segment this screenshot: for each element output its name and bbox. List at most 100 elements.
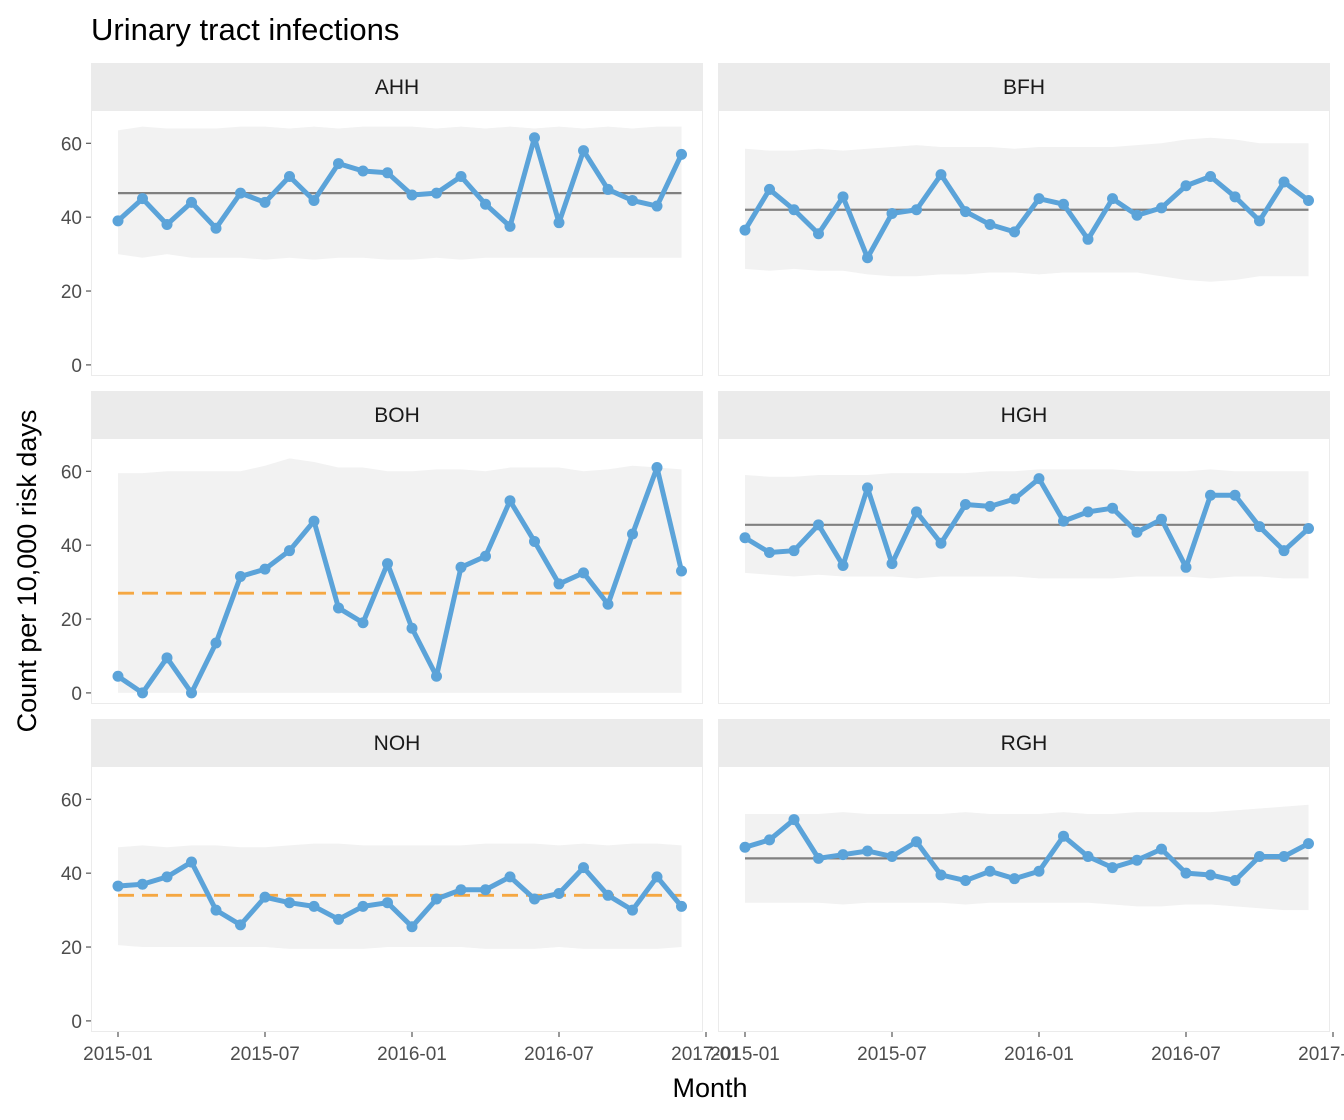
- panel-rgh: RGH 2015-01 2015-07 2016-01 2016-07 2017-01: [710, 719, 1344, 1065]
- data-point: [357, 165, 369, 177]
- data-point: [1205, 171, 1216, 182]
- facet-label: BFH: [1003, 76, 1045, 99]
- facet-strip: [718, 719, 1330, 766]
- facet-label: RGH: [1001, 732, 1048, 755]
- data-point: [406, 189, 418, 201]
- data-point: [578, 145, 589, 157]
- x-tick-label: 2015-01: [83, 1044, 153, 1065]
- x-tick-label: 2016-07: [1151, 1044, 1221, 1065]
- data-point: [1180, 561, 1192, 573]
- data-point: [431, 893, 442, 905]
- facet-strip: [91, 719, 703, 766]
- data-point: [480, 198, 491, 210]
- data-point: [235, 919, 246, 931]
- x-tick-label: 2017-01: [671, 1044, 741, 1065]
- data-point: [602, 889, 614, 901]
- data-point: [480, 550, 491, 562]
- data-point: [259, 196, 271, 208]
- data-point: [112, 880, 124, 892]
- y-tick-label: 20: [61, 610, 82, 631]
- panels: AHH 0 20 40 60 BFH BOH 0 20 40 60 HGH NOH 0 20 40 60 2015…: [61, 63, 1344, 1065]
- data-point: [284, 897, 295, 909]
- control-limits-band: [118, 843, 682, 949]
- y-tick-label: 40: [61, 536, 82, 557]
- data-point: [1058, 515, 1069, 527]
- data-point: [1082, 233, 1094, 245]
- x-tick-label: 2016-07: [524, 1044, 594, 1065]
- data-point: [406, 622, 418, 634]
- data-point: [1156, 202, 1167, 214]
- data-point: [1009, 873, 1020, 885]
- y-tick-label: 0: [71, 356, 82, 377]
- data-point: [788, 545, 800, 557]
- data-point: [1009, 226, 1020, 238]
- panel-border: [91, 110, 703, 376]
- data-point: [1156, 843, 1167, 855]
- data-point: [651, 200, 663, 212]
- data-point: [1205, 869, 1216, 881]
- data-point: [186, 196, 197, 208]
- facet-strip: [91, 391, 703, 438]
- data-point: [739, 841, 751, 853]
- data-point: [308, 195, 320, 207]
- x-tick-label: 2017-01: [1298, 1044, 1344, 1065]
- data-point: [886, 207, 898, 219]
- data-point: [862, 252, 873, 264]
- data-point: [1107, 502, 1118, 514]
- panel-noh: NOH 0 20 40 60 2015-01 2015-07 2016-01 2016-07 20…: [61, 719, 741, 1065]
- data-point: [137, 878, 148, 890]
- data-point: [1180, 180, 1192, 192]
- data-point: [308, 515, 320, 527]
- data-point: [553, 887, 565, 899]
- data-point: [235, 187, 246, 199]
- data-point: [813, 519, 824, 531]
- data-point: [455, 561, 467, 573]
- data-point: [161, 652, 173, 664]
- data-point: [960, 206, 971, 218]
- data-point: [1229, 191, 1241, 203]
- data-point: [1303, 195, 1314, 207]
- data-point: [480, 884, 491, 896]
- data-point: [739, 224, 751, 236]
- data-point: [504, 871, 516, 883]
- data-point: [602, 183, 614, 195]
- data-point: [210, 637, 222, 649]
- data-point: [553, 217, 565, 229]
- data-point: [284, 171, 295, 182]
- facet-strip: [718, 63, 1330, 110]
- data-point: [382, 897, 393, 909]
- data-point: [1082, 851, 1094, 863]
- data-point: [161, 219, 173, 231]
- data-point: [935, 169, 947, 181]
- series-line: [115, 465, 684, 696]
- data-point: [455, 884, 467, 896]
- y-tick-label: 60: [61, 462, 82, 483]
- y-tick-label: 40: [61, 208, 82, 229]
- data-point: [676, 148, 687, 160]
- data-point: [357, 900, 369, 912]
- data-point: [911, 506, 922, 518]
- facet-label: HGH: [1001, 404, 1048, 427]
- data-point: [1278, 176, 1290, 188]
- panel-ahh: AHH 0 20 40 60: [61, 63, 703, 377]
- facet-strip: [91, 63, 703, 110]
- data-point: [651, 462, 663, 474]
- data-point: [602, 598, 614, 610]
- data-point: [1033, 193, 1045, 205]
- data-point: [764, 834, 775, 846]
- data-point: [1254, 851, 1265, 863]
- y-tick-label: 0: [71, 684, 82, 705]
- data-point: [676, 900, 687, 912]
- data-point: [862, 482, 873, 494]
- data-point: [529, 893, 540, 905]
- data-point: [406, 921, 418, 933]
- data-point: [984, 500, 996, 512]
- data-point: [676, 565, 687, 577]
- data-point: [1107, 193, 1118, 205]
- data-point: [504, 495, 516, 507]
- data-point: [886, 851, 898, 863]
- data-point: [529, 535, 540, 547]
- facet-label: AHH: [375, 76, 419, 99]
- data-point: [333, 913, 344, 925]
